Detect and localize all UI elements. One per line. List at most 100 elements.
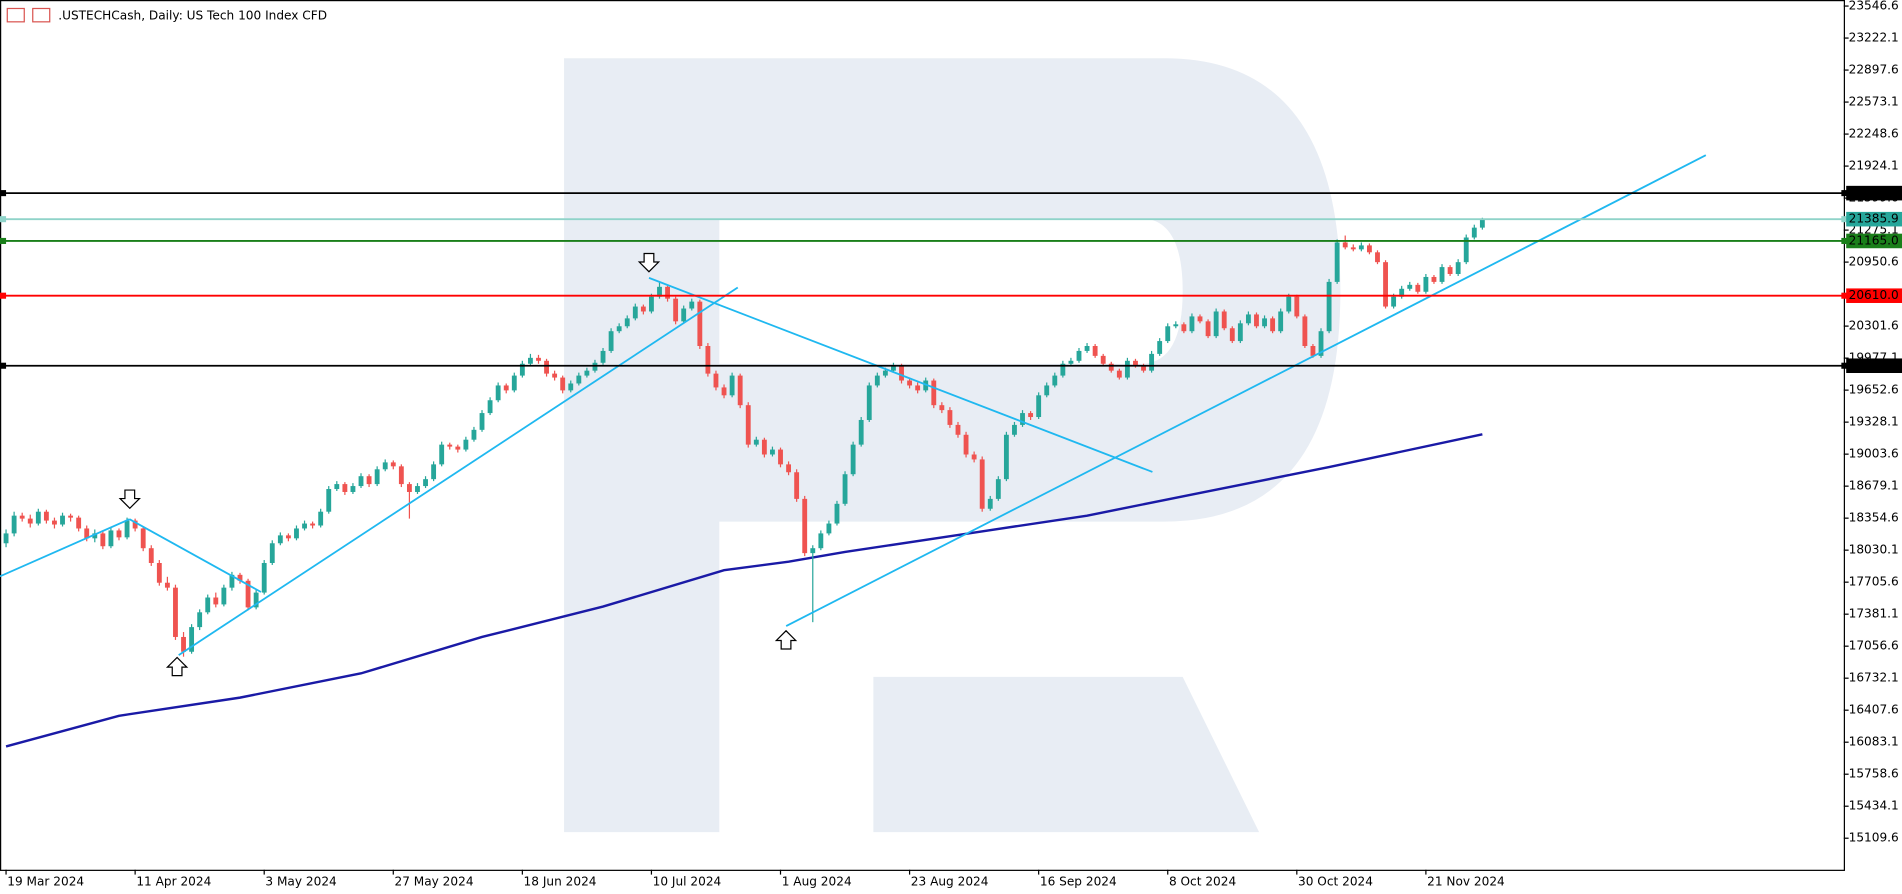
candle-body (406, 484, 412, 492)
candle-body (390, 462, 396, 467)
candle-body (1439, 267, 1445, 282)
candle-body (560, 377, 566, 391)
candle-body (721, 387, 727, 396)
x-tick-label: 23 Aug 2024 (911, 874, 989, 888)
price-tag-label: 21385.9 (1849, 212, 1899, 226)
y-tick-label: 22897.6 (1849, 63, 1899, 77)
watermark (564, 58, 1341, 833)
level-handle (1841, 216, 1848, 223)
candle-body (729, 375, 735, 396)
candle-body (1108, 363, 1114, 371)
x-tick-label: 1 Aug 2024 (782, 874, 852, 888)
candle-body (1447, 267, 1453, 275)
icon (32, 7, 51, 23)
candle-body (1229, 328, 1235, 342)
candle-body (1326, 281, 1332, 332)
candle-body (568, 383, 574, 391)
candle-body (1318, 331, 1324, 356)
candle-body (1391, 296, 1397, 307)
candle-body (1003, 434, 1009, 480)
candle-body (43, 511, 49, 521)
candle-body (310, 523, 316, 526)
candle-body (245, 580, 251, 608)
candle-body (608, 331, 614, 351)
x-tick-label: 27 May 2024 (394, 874, 473, 888)
candle-body (915, 385, 921, 391)
y-tick-label: 19003.6 (1849, 447, 1899, 461)
up-arrow (165, 656, 189, 677)
trendline (129, 518, 262, 593)
level-handle (0, 216, 7, 223)
candle-body (140, 528, 146, 549)
candle-body (850, 444, 856, 475)
candle-body (92, 533, 98, 539)
candle-body (261, 562, 267, 593)
candle-body (826, 523, 832, 534)
candle-body (471, 429, 477, 440)
candle-body (713, 373, 719, 388)
candle-body (519, 363, 525, 376)
candle-body (479, 413, 485, 430)
candle-body (931, 380, 937, 406)
candle-body (253, 592, 259, 608)
candle-body (600, 350, 606, 363)
down-arrow (637, 252, 661, 273)
candle-body (1116, 370, 1122, 378)
candle-body (326, 489, 332, 512)
y-tick-label: 23222.1 (1849, 31, 1899, 45)
candle-body (1431, 276, 1437, 282)
candle-body (1423, 276, 1429, 292)
level-handle (1841, 237, 1848, 244)
candle-body (1350, 247, 1356, 250)
y-tick-label: 22573.1 (1849, 95, 1899, 109)
price-tag-label: 19900.0 (1849, 358, 1899, 372)
candle-body (737, 375, 743, 406)
x-tick-label: 8 Oct 2024 (1169, 874, 1237, 888)
candle-body (1358, 245, 1364, 250)
candle-body (802, 498, 808, 554)
candle-body (616, 326, 622, 332)
candle-body (761, 439, 767, 455)
candle-body (955, 424, 961, 435)
candle-body (173, 587, 178, 637)
candle-body (632, 306, 638, 319)
candle-body (705, 346, 711, 374)
candle-body (197, 612, 203, 628)
candle-body (205, 597, 211, 613)
candle-body (745, 405, 751, 445)
level-handle (0, 362, 7, 369)
price-tag (1846, 211, 1902, 227)
candle-body (181, 636, 186, 652)
candle-body (1205, 321, 1211, 337)
y-tick-label: 15434.1 (1849, 799, 1899, 813)
candle-body (1189, 316, 1195, 332)
candle-body (536, 357, 541, 361)
candle-body (1463, 237, 1469, 263)
candle-body (1262, 318, 1267, 327)
candle-body (382, 462, 388, 470)
y-tick-label: 18354.6 (1849, 511, 1899, 525)
candle-body (302, 523, 307, 529)
candle-body (963, 434, 969, 455)
x-tick-label: 16 Sep 2024 (1040, 874, 1117, 888)
candle-body (1157, 341, 1163, 354)
candle-body (689, 301, 695, 309)
candle-body (1213, 311, 1219, 337)
candle-body (374, 469, 380, 485)
candle-body (487, 400, 493, 414)
y-tick-label: 17381.1 (1849, 607, 1899, 621)
candle-body (891, 365, 896, 371)
y-tick-label: 18030.1 (1849, 543, 1899, 557)
candle-body (947, 410, 953, 425)
candle-body (1028, 413, 1034, 418)
level-handle (0, 292, 7, 299)
candle-body (164, 582, 170, 588)
candle-body (907, 380, 913, 386)
candle-body (463, 439, 469, 450)
candle-body (1149, 353, 1155, 371)
candle-body (584, 370, 590, 376)
candle-body (60, 515, 65, 525)
y-tick-label: 15109.6 (1849, 831, 1899, 845)
candle-body (1060, 363, 1066, 376)
